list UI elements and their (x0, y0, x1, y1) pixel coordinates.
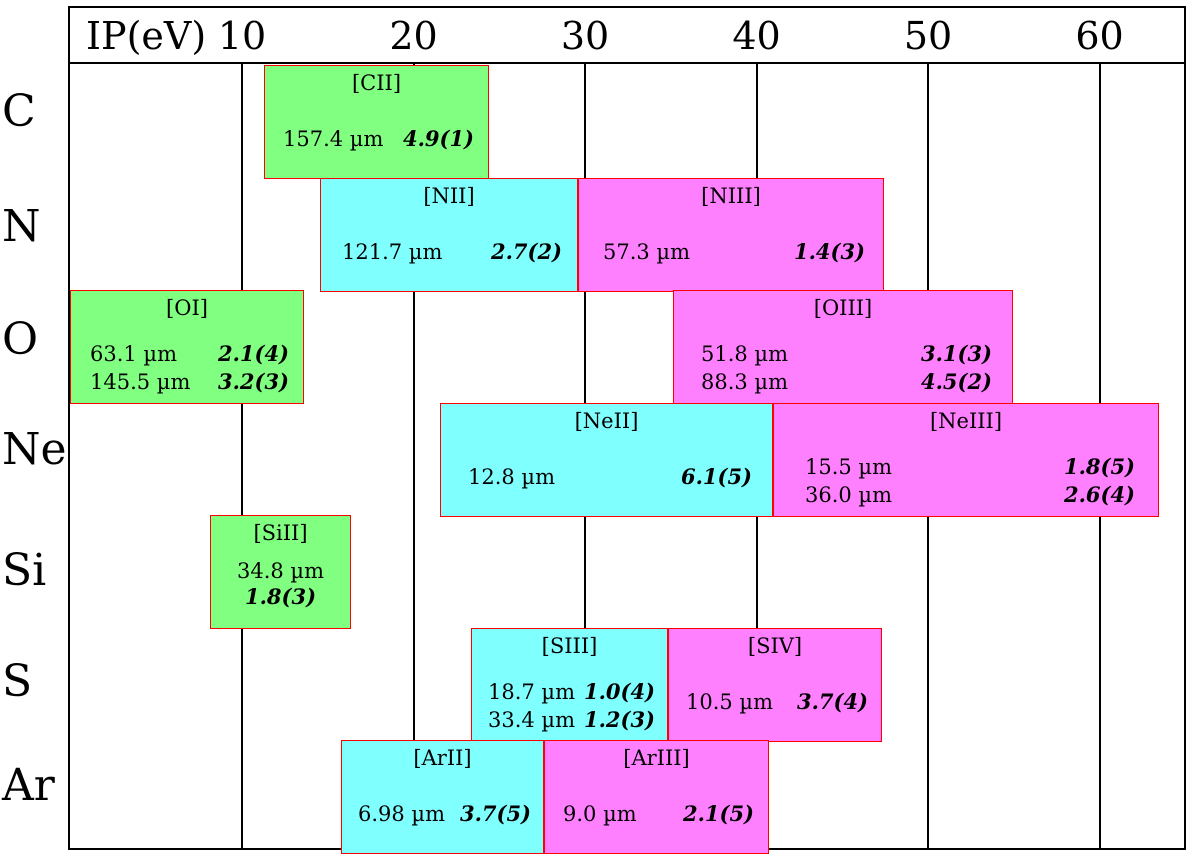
wavelength: 18.7 µm (488, 680, 575, 704)
flux-value: 4.5(2) (920, 369, 992, 394)
wavelength: 6.98 µm (358, 802, 445, 826)
flux-value: 3.7(5) (459, 801, 531, 826)
ion-box: [SIV] 10.5 µm 3.7(4) (668, 628, 882, 742)
ion-label: [ArII] (413, 746, 472, 770)
wavelength: 12.8 µm (468, 465, 555, 489)
wavelength: 57.3 µm (603, 240, 690, 264)
gridline (412, 63, 415, 849)
flux-value: 1.8(3) (244, 584, 317, 609)
ion-label: [CII] (351, 71, 402, 95)
axis-tick-label: 30 (560, 14, 610, 58)
flux-value: 2.6(4) (1063, 482, 1135, 507)
axis-tick-label: 20 (389, 14, 438, 58)
axis-tick-label: 40 (732, 14, 781, 58)
flux-value: 1.0(4) (583, 679, 655, 704)
wavelength: 157.4 µm (283, 127, 384, 151)
ion-label: [SIV] (747, 634, 803, 658)
ion-box: [ArII] 6.98 µm 3.7(5) (341, 740, 544, 854)
ion-box: [CII] 157.4 µm 4.9(1) (264, 65, 489, 179)
flux-value: 3.1(3) (920, 341, 992, 366)
wavelength: 10.5 µm (686, 690, 773, 714)
wavelength: 121.7 µm (342, 240, 443, 264)
flux-value: 1.2(3) (583, 707, 655, 732)
flux-value: 3.2(3) (217, 369, 289, 394)
flux-value: 2.1(5) (682, 801, 754, 826)
wavelength: 33.4 µm (488, 708, 575, 732)
element-label: Ne (2, 424, 67, 475)
wavelength: 15.5 µm (805, 455, 892, 479)
wavelength: 51.8 µm (701, 342, 788, 366)
element-label: Ar (2, 760, 55, 811)
ion-label: [NeII] (574, 409, 639, 433)
flux-value: 6.1(5) (680, 464, 752, 489)
axis-tick-label: 10 (217, 14, 267, 58)
element-label: C (2, 86, 36, 137)
ion-label: [NII] (423, 184, 475, 208)
ion-label: [OI] (166, 296, 208, 320)
flux-value: 1.8(5) (1063, 454, 1135, 479)
gridline (241, 63, 243, 849)
wavelength: 88.3 µm (701, 370, 788, 394)
element-label: N (2, 201, 41, 252)
flux-value: 1.4(3) (793, 239, 865, 264)
ion-label: [NIII] (701, 184, 761, 208)
ion-label: [OIII] (813, 296, 873, 320)
wavelength: 34.8 µm (237, 559, 324, 583)
wavelength: 9.0 µm (563, 802, 637, 826)
ion-box: [NIII] 57.3 µm 1.4(3) (578, 178, 884, 292)
element-label: O (2, 314, 39, 365)
ion-box: [OIII] 51.8 µm 3.1(3) 88.3 µm 4.5(2) (673, 290, 1013, 404)
ion-label: [SIII] (541, 634, 598, 658)
header-rule (68, 62, 1186, 64)
element-label: Si (2, 545, 47, 596)
axis-tick-label: 50 (903, 14, 953, 58)
ion-box: [NeII] 12.8 µm 6.1(5) (440, 403, 773, 517)
axis-tick-label: 60 (1075, 14, 1124, 58)
flux-value: 3.7(4) (796, 689, 868, 714)
wavelength: 36.0 µm (805, 483, 892, 507)
ion-box: [ArIII] 9.0 µm 2.1(5) (544, 740, 769, 854)
flux-value: 2.1(4) (217, 341, 289, 366)
ion-box: [NII] 121.7 µm 2.7(2) (320, 178, 578, 292)
ion-label: [ArIII] (623, 746, 690, 770)
element-label: S (2, 656, 33, 707)
ion-box: [OI] 63.1 µm 2.1(4) 145.5 µm 3.2(3) (70, 290, 304, 404)
wavelength: 63.1 µm (90, 342, 177, 366)
ion-box: [NeIII] 15.5 µm 1.8(5) 36.0 µm 2.6(4) (773, 403, 1159, 517)
flux-value: 2.7(2) (490, 239, 562, 264)
ion-box: [SiII] 34.8 µm 1.8(3) (210, 515, 351, 629)
ion-label: [NeIII] (929, 409, 1003, 433)
flux-value: 4.9(1) (402, 126, 474, 151)
wavelength: 145.5 µm (90, 370, 191, 394)
ion-box: [SIII] 18.7 µm 1.0(4) 33.4 µm 1.2(3) (471, 628, 668, 742)
axis-title: IP(eV) (86, 14, 207, 58)
ion-label: [SiII] (253, 521, 308, 545)
